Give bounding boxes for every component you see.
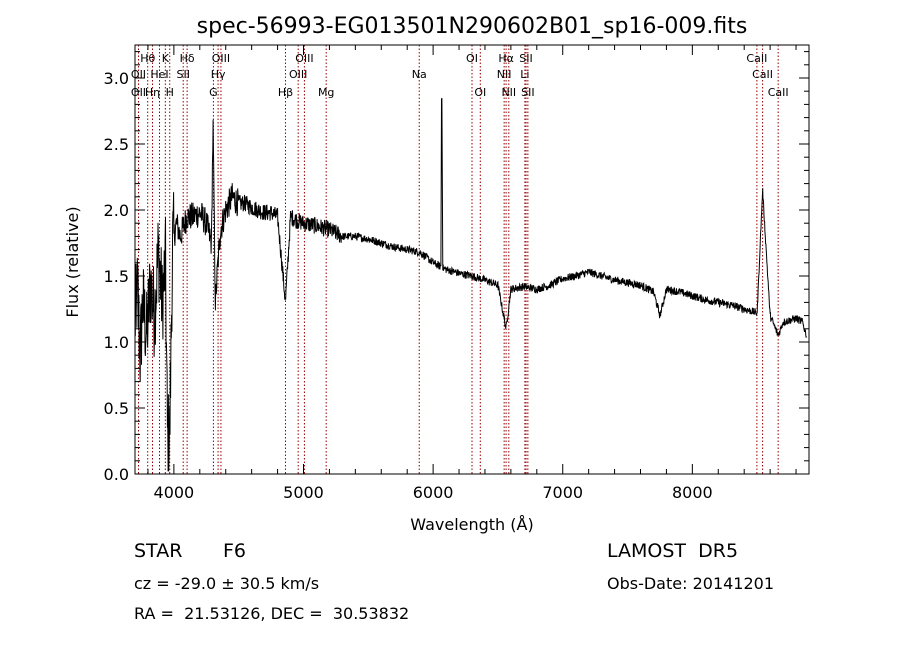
line-marker-label: OII <box>131 68 146 81</box>
line-marker-label: Mg <box>318 86 334 99</box>
line-marker-label: SII <box>521 86 534 99</box>
line-marker-label: HeI <box>150 68 168 81</box>
x-tick-label: 6000 <box>413 483 454 502</box>
y-tick-label: 1.5 <box>104 267 129 286</box>
line-marker-label: G <box>209 86 218 99</box>
line-marker-label: Li <box>520 68 529 81</box>
survey-name: LAMOST DR5 <box>607 540 739 562</box>
y-tick-label: 0.5 <box>104 399 129 418</box>
line-marker-label: H <box>166 86 174 99</box>
line-marker-label: OII <box>131 86 146 99</box>
redshift-velocity: cz = -29.0 ± 30.5 km/s <box>134 574 320 593</box>
line-marker-label: CaII <box>752 68 773 81</box>
line-marker-label: Na <box>412 68 427 81</box>
line-marker-label: OIII <box>295 52 313 65</box>
line-marker-label: CaII <box>768 86 789 99</box>
line-marker-label: NII <box>501 86 516 99</box>
x-axis-ticks: 4000 5000 6000 7000 8000 <box>147 45 797 502</box>
x-tick-label: 4000 <box>154 483 195 502</box>
line-marker-label: Hβ <box>278 86 293 99</box>
line-markers <box>137 45 779 474</box>
line-marker-label: SII <box>519 52 532 65</box>
line-marker-label: Hη <box>145 86 160 99</box>
y-axis-ticks: 0.0 0.5 1.0 1.5 2.0 2.5 3.0 <box>104 51 809 484</box>
chart-title: spec-56993-EG013501N290602B01_sp16-009.f… <box>197 14 748 39</box>
line-marker-label: CaII <box>746 52 767 65</box>
line-marker-label: OI <box>474 86 486 99</box>
y-tick-label: 0.0 <box>104 465 129 484</box>
line-marker-label: NII <box>497 68 512 81</box>
spectrum-line <box>134 98 807 472</box>
line-marker-label: Hγ <box>211 68 226 81</box>
line-marker-label: OIII <box>212 52 230 65</box>
line-marker-label: Hα <box>498 52 514 65</box>
line-marker-label: Hδ <box>180 52 195 65</box>
x-tick-label: 5000 <box>283 483 324 502</box>
line-marker-label: OIII <box>289 68 307 81</box>
y-tick-label: 2.0 <box>104 201 129 220</box>
x-tick-label: 8000 <box>672 483 713 502</box>
object-class: STAR <box>134 540 183 562</box>
y-axis-label: Flux (relative) <box>63 206 82 317</box>
object-subclass: F6 <box>223 540 247 562</box>
line-marker-label: Hθ <box>140 52 155 65</box>
line-marker-label: K <box>162 52 170 65</box>
line-marker-label: SII <box>176 68 189 81</box>
plot-frame <box>134 44 810 475</box>
y-tick-label: 2.5 <box>104 135 129 154</box>
y-tick-label: 3.0 <box>104 69 129 88</box>
x-tick-label: 7000 <box>542 483 583 502</box>
coordinates: RA = 21.53126, DEC = 30.53832 <box>134 604 410 623</box>
x-axis-label: Wavelength (Å) <box>410 515 533 534</box>
line-marker-label: OI <box>466 52 478 65</box>
y-tick-label: 1.0 <box>104 333 129 352</box>
observation-date: Obs-Date: 20141201 <box>607 574 775 593</box>
